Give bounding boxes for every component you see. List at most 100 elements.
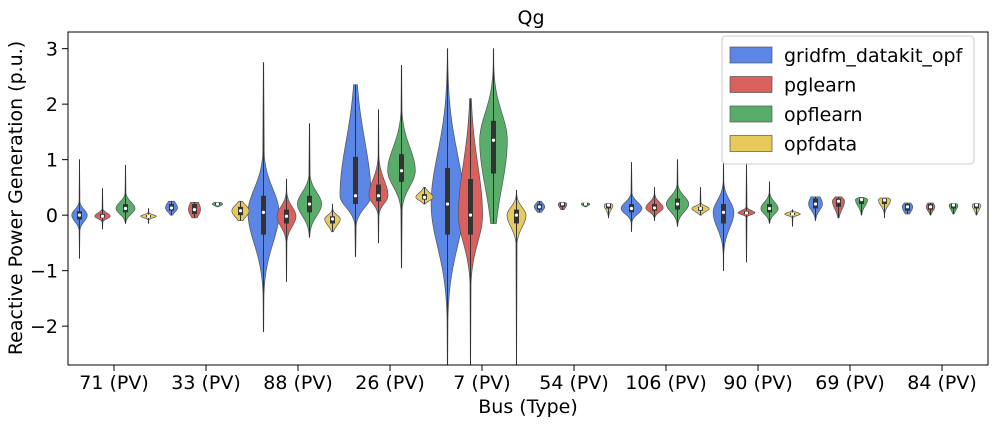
violin-median	[537, 205, 542, 209]
y-tick-label: 1	[46, 150, 58, 172]
y-axis-title: Reactive Power Generation (p.u.)	[5, 41, 27, 355]
legend-label: pglearn	[784, 75, 856, 97]
violin-iqr-box	[261, 195, 266, 235]
plot-area	[71, 48, 982, 366]
violin-iqr-box	[445, 167, 450, 235]
violin-median	[974, 203, 979, 207]
violin-median	[376, 194, 381, 198]
violin-pglearn-0	[94, 188, 111, 230]
violin-opfdata-2	[324, 203, 341, 233]
violin-median	[422, 195, 427, 199]
violin-median	[882, 198, 887, 202]
violin-median	[100, 214, 105, 218]
violin-median	[859, 198, 864, 202]
violin-gridfm_datakit_opf-7	[712, 162, 735, 271]
violin-median	[698, 206, 703, 211]
legend-swatch	[729, 76, 773, 93]
violin-iqr-box	[399, 154, 404, 182]
x-tick-label: 106 (PV)	[625, 372, 707, 394]
violin-opflearn-5	[580, 202, 591, 208]
violin-pglearn-8	[832, 196, 845, 219]
violin-opflearn-1	[211, 202, 224, 208]
violin-median	[928, 205, 933, 209]
x-tick-label: 33 (PV)	[171, 372, 241, 394]
violin-iqr-box	[353, 156, 358, 205]
violin-gridfm_datakit_opf-0	[71, 159, 88, 259]
violin-median	[238, 209, 243, 213]
violin-median	[261, 210, 266, 214]
violin-opflearn-2	[297, 123, 322, 238]
violin-pglearn-9	[925, 202, 936, 216]
legend-label: gridfm_datakit_opf	[784, 45, 964, 67]
legend-label: opfdata	[784, 134, 857, 156]
violin-opflearn-8	[855, 197, 868, 216]
y-tick-label: 2	[46, 94, 58, 116]
violin-gridfm_datakit_opf-5	[533, 200, 546, 213]
violin-opfdata-9	[971, 203, 982, 216]
violin-gridfm_datakit_opf-3	[339, 84, 372, 258]
violin-median	[583, 202, 588, 206]
violin-median	[675, 202, 680, 206]
x-axis: 71 (PV) 33 (PV) 88 (PV) 26 (PV) 7 (PV) 54 (PV…	[79, 365, 977, 394]
x-tick-label: 71 (PV)	[79, 372, 149, 394]
violin-median	[284, 214, 289, 218]
violin-median	[353, 194, 358, 198]
violin-median	[399, 169, 404, 173]
legend-swatch	[729, 135, 773, 152]
violin-median	[169, 206, 174, 210]
x-tick-label: 26 (PV)	[355, 372, 425, 394]
y-tick-label: 0	[46, 205, 58, 227]
violin-median	[721, 210, 726, 214]
violin-median	[560, 202, 565, 206]
violin-opfdata-4	[506, 189, 527, 366]
violin-pglearn-7	[737, 162, 756, 263]
plot-frame	[67, 31, 989, 366]
violin-gridfm_datakit_opf-1	[165, 200, 178, 216]
violin-median	[744, 211, 749, 215]
y-tick-label: −2	[30, 316, 58, 338]
violin-median	[905, 205, 910, 209]
violin-opflearn-6	[665, 159, 690, 227]
violin-opfdata-1	[231, 200, 250, 222]
violin-iqr-box	[491, 120, 496, 174]
violin-median	[445, 202, 450, 206]
violin-median	[77, 213, 82, 217]
violin-median	[146, 214, 151, 218]
violin-median	[790, 212, 795, 216]
x-tick-label: 88 (PV)	[263, 372, 333, 394]
violin-pglearn-2	[276, 178, 297, 282]
violin-iqr-box	[859, 198, 864, 205]
x-tick-label: 84 (PV)	[907, 372, 977, 394]
violin-median	[330, 217, 335, 221]
violin-opfdata-8	[878, 197, 891, 219]
violin-median	[652, 206, 657, 210]
x-tick-label: 90 (PV)	[723, 372, 793, 394]
chart-title: Qg	[517, 7, 544, 29]
violin-gridfm_datakit_opf-2	[247, 62, 280, 333]
violin-median	[951, 203, 956, 207]
violin-opflearn-3	[387, 64, 416, 269]
violin-median	[813, 202, 818, 206]
violin-iqr-box	[376, 184, 381, 202]
violin-opfdata-7	[784, 209, 801, 228]
x-axis-title: Bus (Type)	[478, 396, 577, 418]
violin-pglearn-1	[188, 202, 201, 219]
violin-opfdata-3	[415, 187, 434, 205]
violin-median	[307, 202, 312, 206]
violin-opflearn-7	[760, 181, 779, 225]
x-tick-label: 54 (PV)	[539, 372, 609, 394]
violin-median	[491, 138, 496, 142]
legend-label: opflearn	[784, 104, 863, 126]
violin-median	[192, 208, 197, 212]
y-tick-label: 3	[46, 39, 58, 61]
violin-iqr-box	[468, 179, 473, 235]
violin-opfdata-5	[603, 203, 614, 219]
violin-median	[514, 213, 519, 217]
violin-median	[767, 206, 772, 211]
x-tick-label: 69 (PV)	[815, 372, 885, 394]
violin-opflearn-4	[479, 48, 508, 224]
violin-gridfm_datakit_opf-9	[901, 202, 914, 215]
violin-gridfm_datakit_opf-8	[808, 196, 823, 222]
